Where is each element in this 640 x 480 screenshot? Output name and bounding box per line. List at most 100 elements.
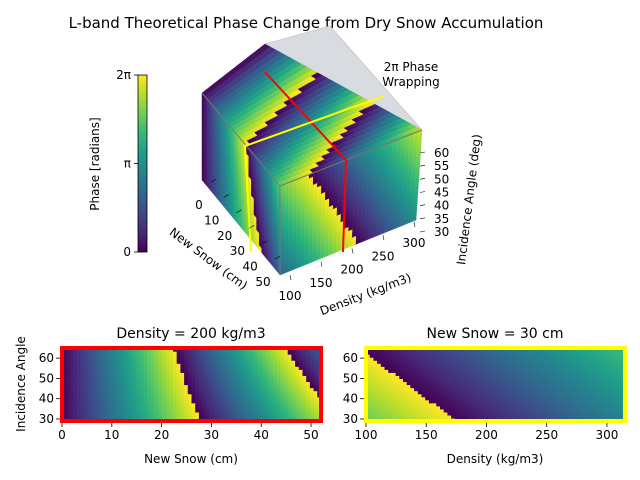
heatmap-cell	[432, 408, 437, 413]
heatmap-cell	[180, 396, 185, 401]
heatmap-cell	[132, 375, 137, 380]
heatmap-cell	[469, 354, 474, 358]
heatmap-cell	[265, 372, 270, 376]
heatmap-cell	[184, 411, 189, 416]
heatmap-cell	[380, 378, 386, 383]
heatmap-cell	[106, 375, 111, 380]
heatmap-cell	[161, 408, 167, 413]
heatmap-cell	[269, 390, 274, 395]
heatmap-cell	[458, 360, 463, 364]
heatmap-cell	[447, 375, 452, 380]
heatmap-cell	[235, 372, 241, 376]
heatmap-cell	[447, 396, 452, 401]
heatmap-cell	[117, 414, 122, 419]
heatmap-cell	[403, 375, 408, 380]
heatmap-cell	[254, 396, 259, 401]
heatmap-cell	[117, 363, 122, 367]
heatmap-cell	[128, 408, 133, 413]
heatmap-cell	[76, 396, 82, 401]
heatmap-cell	[169, 399, 174, 404]
heatmap-cell	[403, 402, 408, 407]
heatmap-cell	[99, 354, 104, 358]
heatmap-cell	[276, 396, 281, 401]
heatmap-cell	[406, 366, 411, 370]
heatmap-cell	[428, 369, 434, 373]
heatmap-cell	[384, 360, 389, 364]
heatmap-cell	[87, 405, 93, 410]
heatmap-cell	[428, 381, 434, 386]
heatmap-cell	[195, 357, 200, 361]
heatmap-cell	[102, 381, 107, 386]
heatmap-cell	[261, 378, 267, 383]
heatmap-cell	[384, 375, 389, 380]
heatmap-cell	[165, 405, 170, 410]
heatmap-cell	[250, 375, 255, 380]
heatmap-cell	[287, 405, 292, 410]
heatmap-cell	[184, 381, 189, 386]
heatmap-cell	[235, 399, 241, 404]
heatmap-cell	[421, 369, 426, 373]
heatmap-cell	[272, 405, 278, 410]
heatmap-cell	[198, 381, 204, 386]
heatmap-cell	[469, 360, 474, 364]
heatmap-cell	[480, 414, 485, 419]
heatmap-cell	[128, 405, 133, 410]
heatmap-cell	[261, 366, 267, 370]
heatmap-cell	[113, 372, 119, 376]
heatmap-cell	[309, 393, 315, 398]
heatmap-cell	[87, 396, 93, 401]
heatmap-cell	[169, 366, 174, 370]
heatmap-cell	[110, 396, 115, 401]
heatmap-cell	[136, 387, 141, 392]
heatmap-cell	[95, 363, 100, 367]
heatmap-cell	[136, 369, 141, 373]
heatmap-cell	[425, 351, 430, 355]
heatmap-cell	[269, 414, 274, 419]
heatmap-cell	[436, 411, 441, 416]
heatmap-cell	[480, 396, 485, 401]
heatmap-cell	[451, 372, 456, 376]
heatmap-cell	[428, 378, 434, 383]
heatmap-cell	[465, 363, 471, 367]
heatmap-cell	[158, 375, 163, 380]
heatmap-cell	[224, 384, 230, 389]
heatmap-cell	[62, 375, 67, 380]
heatmap-cell	[298, 366, 304, 370]
heatmap-cell	[380, 405, 386, 410]
heatmap-cell	[76, 354, 82, 358]
heatmap-cell	[425, 375, 430, 380]
heatmap-cell	[302, 402, 307, 407]
heatmap-cell	[84, 354, 89, 358]
heatmap-cell	[469, 393, 474, 398]
heatmap-cell	[502, 390, 508, 395]
heatmap-cell	[309, 414, 315, 419]
heatmap-cell	[258, 378, 263, 383]
heatmap-cell	[291, 351, 296, 355]
heatmap-cell	[169, 384, 174, 389]
heatmap-cell	[380, 396, 386, 401]
heatmap-cell	[280, 402, 285, 407]
heatmap-cell	[195, 390, 200, 395]
heatmap-cell	[176, 387, 181, 392]
heatmap-cell	[366, 354, 371, 358]
heatmap-cell	[447, 354, 452, 358]
heatmap-cell	[272, 381, 278, 386]
heatmap-cell	[428, 357, 434, 361]
heatmap-cell	[150, 360, 156, 364]
heatmap-cell	[124, 396, 130, 401]
heatmap-cell	[477, 378, 482, 383]
heatmap-cell	[239, 363, 244, 367]
heatmap-cell	[176, 408, 181, 413]
heatmap-cell	[458, 351, 463, 355]
heatmap-cell	[110, 387, 115, 392]
heatmap-cell	[139, 396, 144, 401]
heatmap-cell	[284, 408, 289, 413]
heatmap-cell	[469, 387, 474, 392]
heatmap-cell	[395, 408, 400, 413]
heatmap-cell	[95, 381, 100, 386]
heatmap-cell	[243, 408, 248, 413]
heatmap-cell	[473, 405, 478, 410]
heatmap-cell	[272, 390, 278, 395]
heatmap-cell	[195, 378, 200, 383]
heatmap-cell	[150, 363, 156, 367]
